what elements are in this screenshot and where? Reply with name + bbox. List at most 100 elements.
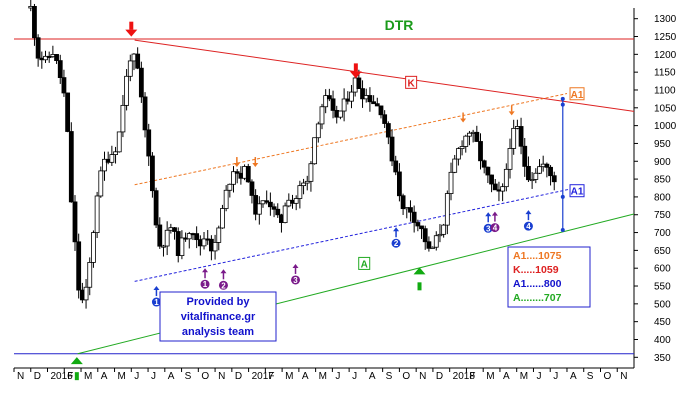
candle-body — [522, 145, 528, 167]
candle-body — [422, 228, 428, 243]
marker-circle — [151, 297, 161, 307]
y-tick-label: 1250 — [654, 32, 677, 43]
x-tick-label: M — [520, 371, 528, 382]
marker-arrow-head — [485, 212, 492, 217]
candle-body — [338, 110, 343, 118]
candle-body — [127, 60, 133, 77]
candle-body — [356, 77, 362, 89]
marker-number: 3 — [486, 224, 491, 233]
arrow-head — [460, 118, 467, 123]
candle-body — [271, 206, 277, 210]
target-point — [560, 194, 565, 199]
candle-body — [212, 242, 218, 252]
candle-body — [76, 241, 82, 291]
arrow-head — [125, 29, 138, 37]
candle-body — [216, 227, 222, 243]
y-tick-label: 500 — [654, 299, 671, 310]
x-tick-label: 2016 — [51, 371, 74, 382]
x-tick-label: N — [218, 371, 225, 382]
x-tick-label: S — [386, 371, 393, 382]
x-tick-label: 2018 — [453, 371, 476, 382]
candle-body — [227, 183, 233, 191]
candle-body — [98, 170, 104, 197]
y-tick-label: 400 — [654, 335, 671, 346]
big-up-arrow-icon — [413, 267, 426, 291]
small-down-arrow-icon — [460, 112, 467, 123]
candle-body — [467, 132, 472, 137]
candle-body — [455, 148, 461, 160]
marker-arrow-head — [393, 227, 400, 232]
candle-body — [54, 54, 59, 62]
trend-line-A1-lower — [134, 187, 576, 282]
marker-arrow-head — [292, 263, 299, 268]
arrow-head — [70, 357, 83, 365]
marker-circle — [218, 280, 228, 290]
x-tick-label: S — [185, 371, 192, 382]
x-tick-label: 2017 — [252, 371, 275, 382]
label-box-K — [405, 75, 418, 89]
candle-body — [397, 171, 402, 197]
credit-line-1: Provided by — [187, 296, 251, 308]
x-tick-label: N — [620, 371, 627, 382]
x-tick-label: N — [419, 371, 426, 382]
candle-body — [172, 227, 177, 232]
x-tick-label: N — [17, 371, 24, 382]
candle-body — [282, 205, 288, 223]
y-tick-label: 800 — [654, 192, 671, 203]
numbered-marker-4: 4 — [523, 210, 533, 231]
candle-body — [57, 60, 63, 79]
x-tick-label: M — [118, 371, 126, 382]
x-tick-label: J — [134, 371, 139, 382]
candle-body — [304, 180, 310, 184]
candle-body — [312, 137, 318, 165]
numbered-marker-3: 3 — [291, 263, 301, 285]
candle-body — [537, 166, 542, 174]
y-tick-label: 1000 — [654, 121, 677, 132]
x-tick-label: A — [168, 371, 175, 382]
candle-body — [308, 163, 314, 182]
x-tick-label: D — [235, 371, 242, 382]
candle-body — [102, 158, 107, 172]
candle-body — [65, 92, 71, 132]
candle-body — [135, 53, 141, 69]
arrow-shaft — [417, 282, 422, 291]
numbered-marker-1: 1 — [151, 286, 161, 307]
candle-body — [367, 95, 373, 103]
candle-body — [478, 141, 483, 162]
candle-body — [142, 96, 148, 131]
candle-body — [275, 208, 281, 216]
x-tick-label: D — [436, 371, 443, 382]
label-A1: A1 — [571, 187, 584, 198]
candle-body — [378, 105, 384, 116]
x-tick-label: J — [352, 371, 357, 382]
numbered-marker-2: 2 — [218, 269, 228, 290]
candle-body — [245, 166, 251, 183]
big-down-arrow-icon — [349, 63, 362, 79]
candle-body — [264, 200, 270, 203]
candle-body — [297, 185, 303, 199]
candle-body — [43, 55, 48, 61]
marker-number: 4 — [526, 222, 531, 231]
y-tick-label: 1050 — [654, 103, 677, 114]
credit-box: Provided by vitalfinance.gr analysis tea… — [159, 291, 277, 342]
trend-line-A1-upper — [134, 93, 568, 186]
candle-body — [330, 98, 336, 111]
numbered-marker-3: 3 — [483, 212, 493, 233]
candle-body — [503, 168, 509, 188]
candle-body — [393, 160, 399, 173]
candle-body — [349, 91, 354, 102]
candle-body — [179, 237, 185, 256]
y-tick-label: 1100 — [654, 85, 676, 96]
x-tick-label: F — [469, 371, 475, 382]
label-box-A — [358, 256, 371, 270]
x-tick-label: M — [319, 371, 327, 382]
y-tick-label: 900 — [654, 157, 671, 168]
arrow-head — [413, 267, 426, 275]
candle-body — [411, 211, 417, 223]
candle-body — [415, 222, 421, 227]
candle-body — [113, 151, 118, 155]
target-point — [560, 102, 565, 107]
y-tick-label: 450 — [654, 317, 671, 328]
numbered-marker-4: 4 — [490, 211, 500, 233]
